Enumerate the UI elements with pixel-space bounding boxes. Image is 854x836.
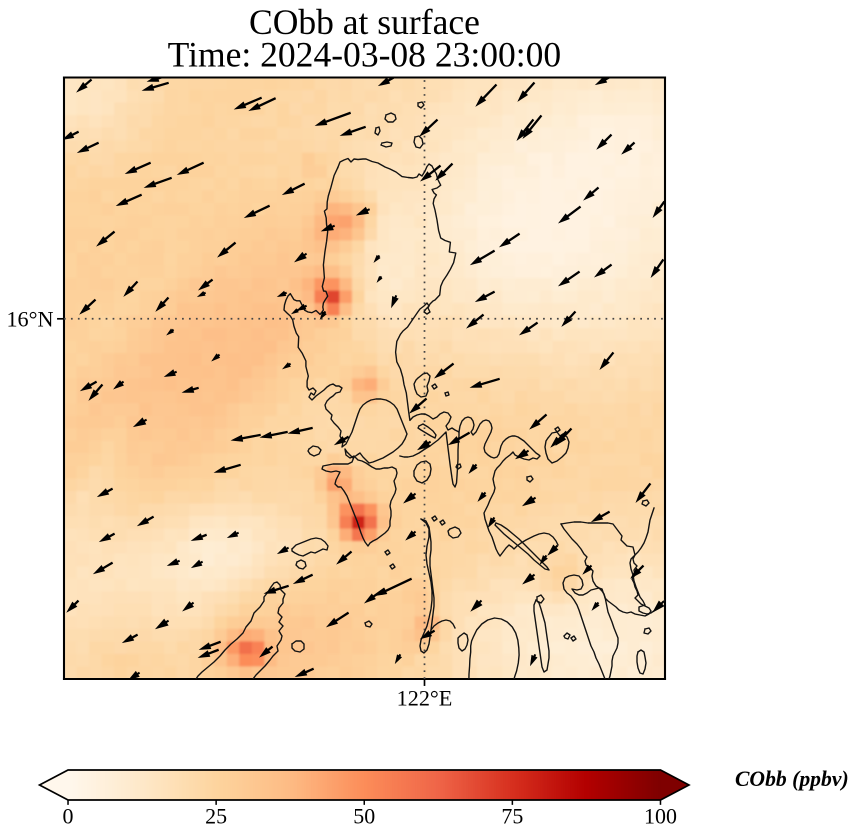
svg-text:100: 100 bbox=[644, 804, 677, 829]
svg-text:122°E: 122°E bbox=[397, 686, 453, 711]
svg-text:CObb (ppbv): CObb (ppbv) bbox=[735, 767, 849, 791]
svg-text:CObb at surface: CObb at surface bbox=[249, 2, 480, 42]
svg-text:Time: 2024-03-08 23:00:00: Time: 2024-03-08 23:00:00 bbox=[168, 34, 561, 74]
svg-text:75: 75 bbox=[501, 804, 523, 829]
svg-text:16°N: 16°N bbox=[6, 307, 53, 332]
svg-text:0: 0 bbox=[63, 804, 74, 829]
svg-text:50: 50 bbox=[353, 804, 375, 829]
svg-text:25: 25 bbox=[205, 804, 227, 829]
